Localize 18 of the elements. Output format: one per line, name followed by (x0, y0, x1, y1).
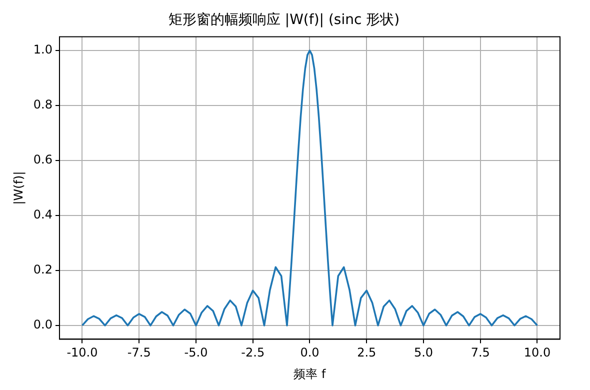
x-tick-label: -2.5 (241, 346, 265, 360)
x-tick-label: 5.0 (414, 346, 434, 360)
y-tick-label: 0.4 (33, 208, 52, 222)
x-tick-label: 2.5 (357, 346, 376, 360)
y-tick-label: 1.0 (33, 42, 52, 57)
y-tick-label: 0.0 (33, 318, 52, 332)
x-tick-label: -7.5 (127, 346, 151, 360)
x-tick-label: 0.0 (300, 346, 320, 360)
x-tick-label: 7.5 (470, 346, 490, 360)
x-tick-label: -10.0 (66, 346, 98, 360)
x-tick-label: -5.0 (184, 346, 208, 360)
y-tick-label: 0.8 (33, 98, 52, 112)
chart-title: 矩形窗的幅频响应 |W(f)| (sinc 形状) (168, 12, 400, 28)
x-axis-title: 频率 f (294, 366, 327, 381)
y-axis-title: |W(f)| (11, 171, 26, 205)
x-tick-label: 10.0 (524, 346, 551, 360)
y-tick-label: 0.6 (33, 152, 52, 167)
y-tick-label: 0.2 (33, 262, 52, 277)
